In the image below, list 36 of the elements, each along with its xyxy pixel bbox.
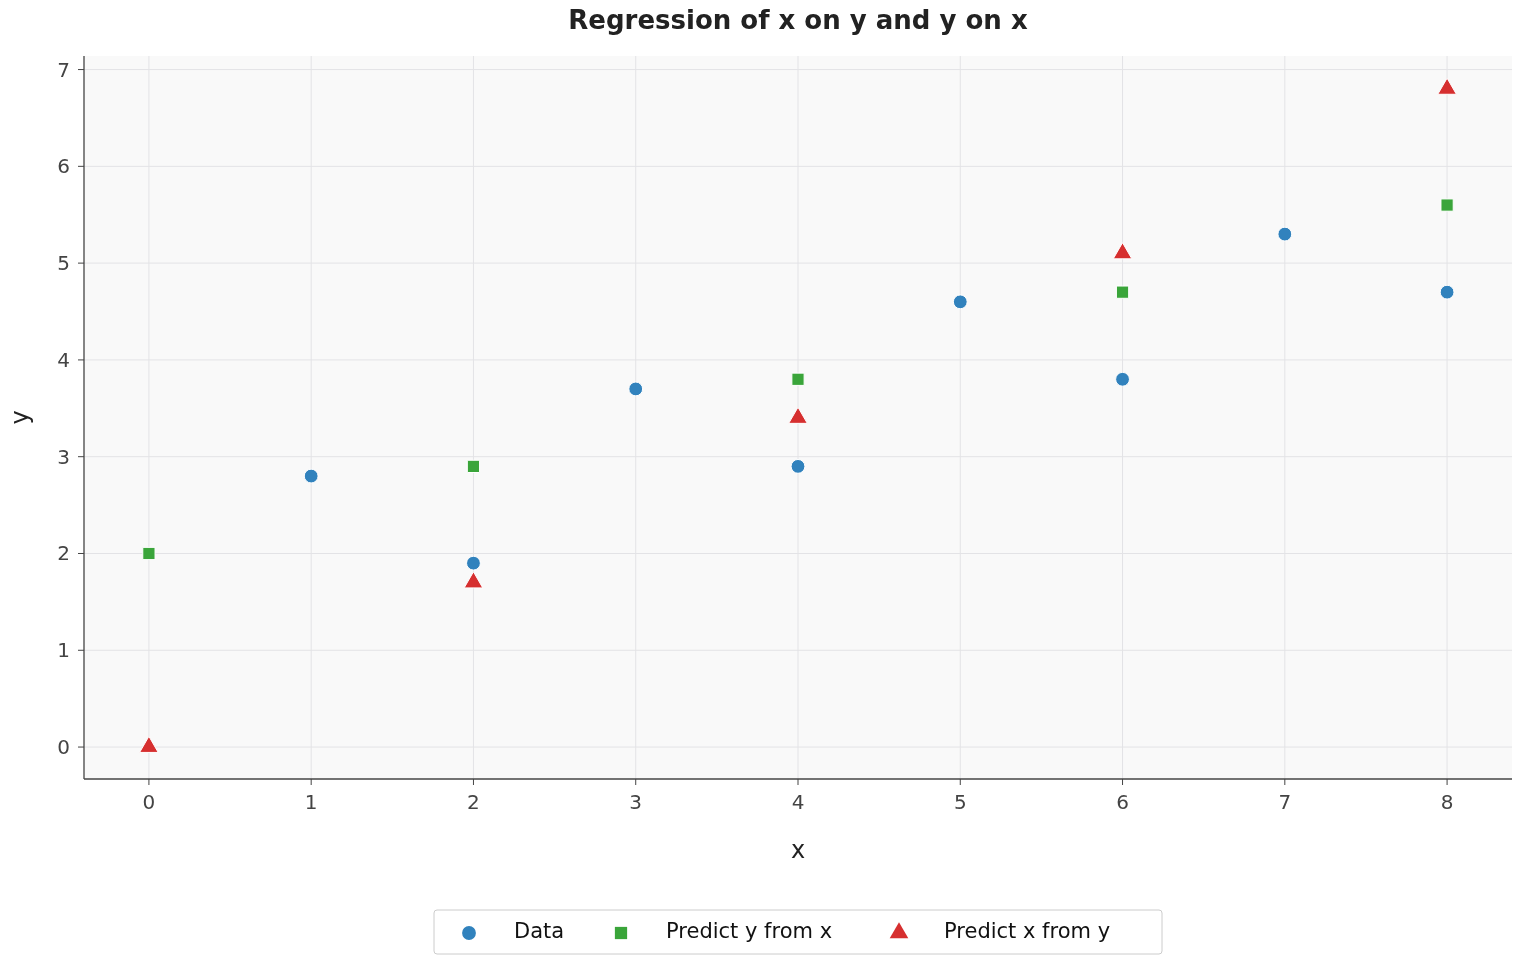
legend-label: Data	[514, 919, 565, 943]
point	[952, 294, 968, 310]
point	[1115, 371, 1130, 387]
x-tick-label: 0	[142, 790, 156, 814]
point	[1115, 285, 1130, 299]
point	[1440, 198, 1454, 212]
x-tick-label: 6	[1116, 790, 1129, 814]
x-tick-label: 3	[629, 790, 643, 814]
point	[1439, 284, 1455, 300]
legend-label: Predict y from x	[666, 919, 833, 943]
x-tick-label: 2	[467, 790, 480, 814]
point	[791, 372, 805, 386]
legend-label: Predict x from y	[944, 919, 1111, 943]
y-tick-label: 2	[57, 541, 70, 566]
chart-title: Regression of x on y and y on x	[568, 5, 1028, 35]
x-tick-label: 1	[304, 790, 318, 814]
point	[1277, 226, 1293, 242]
point	[466, 459, 481, 473]
y-tick-label: 6	[57, 154, 70, 179]
x-tick-label: 4	[791, 790, 805, 814]
x-tick-label: 5	[953, 790, 967, 814]
y-tick-label: 4	[57, 347, 70, 372]
y-tick-label: 0	[57, 735, 70, 760]
point	[142, 546, 156, 561]
y-tick-label: 5	[57, 251, 70, 276]
y-tick-label: 3	[57, 444, 70, 469]
point	[303, 468, 319, 484]
point	[628, 381, 644, 397]
y-tick-label: 1	[57, 638, 70, 663]
point	[790, 458, 806, 474]
x-tick-label: 7	[1278, 790, 1292, 814]
x-tick-label: 8	[1440, 790, 1454, 814]
y-tick-label: 7	[57, 57, 70, 82]
y-axis-title: y	[6, 410, 34, 425]
point	[466, 555, 481, 571]
x-axis-title: x	[790, 836, 806, 864]
